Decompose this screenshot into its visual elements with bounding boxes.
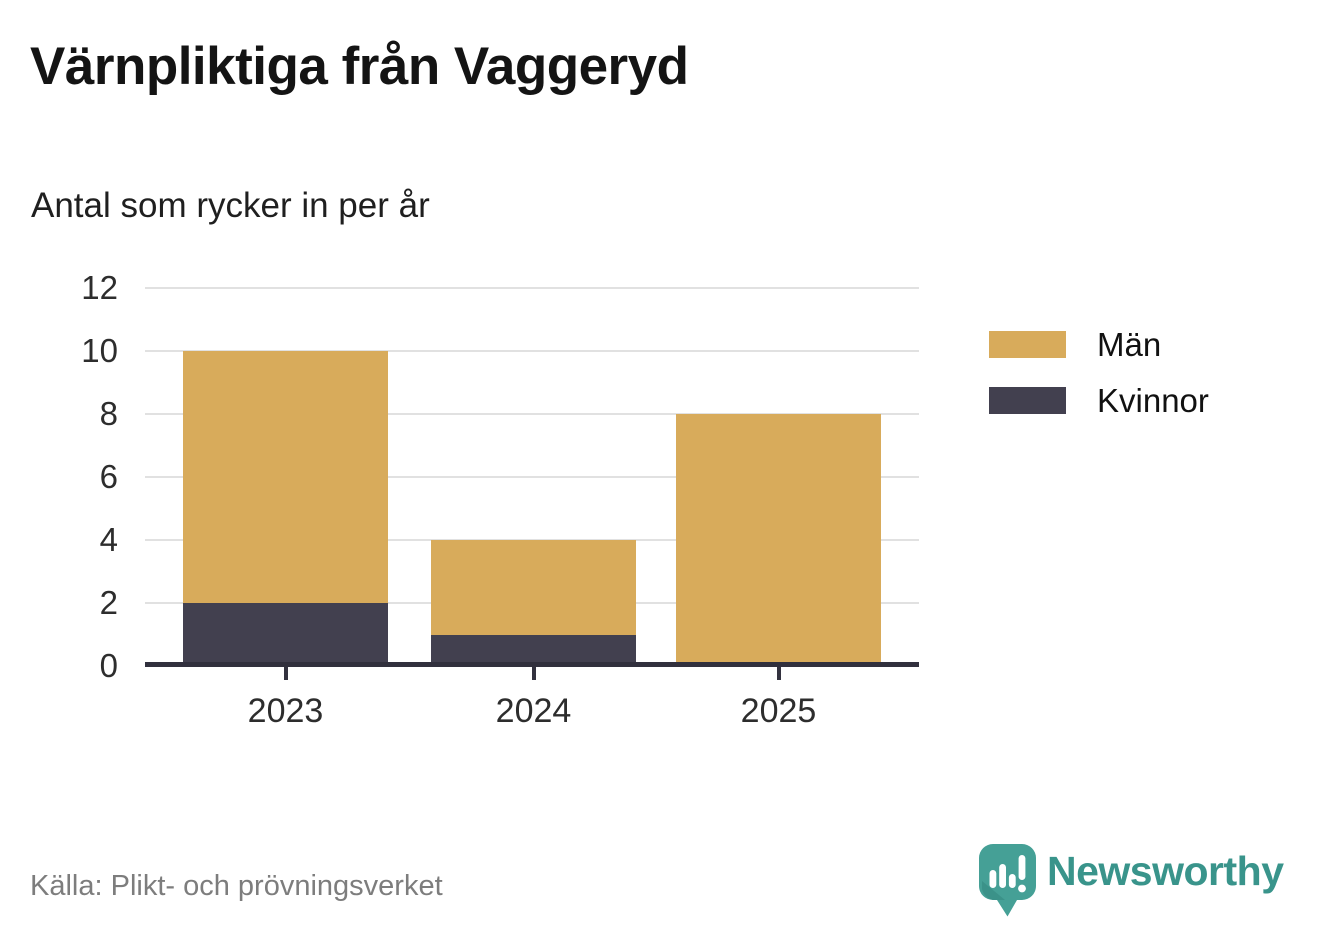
gridline-y-6 (145, 476, 919, 478)
x-tick-label-2024: 2024 (495, 692, 572, 730)
y-tick-label-10: 10 (81, 332, 118, 369)
newsworthy-logo-icon (979, 844, 1036, 917)
legend-item-kvinnor: Kvinnor (989, 382, 1209, 419)
x-tick-label-2023: 2023 (247, 692, 324, 730)
y-tick-label-12: 12 (81, 269, 118, 306)
legend-label-män: Män (1097, 325, 1162, 363)
y-tick-label-0: 0 (99, 647, 118, 684)
bar-segment-män-2024 (431, 540, 636, 635)
x-tick-2023 (283, 667, 288, 680)
bar-segment-kvinnor-2023 (183, 603, 388, 666)
legend-label-kvinnor: Kvinnor (1097, 381, 1209, 419)
legend-swatch-kvinnor (989, 387, 1066, 414)
bar-segment-män-2023 (183, 351, 388, 603)
plot-area (145, 287, 919, 680)
legend-swatch-män (989, 331, 1066, 358)
bar-segment-kvinnor-2024 (431, 634, 636, 666)
y-tick-label-8: 8 (99, 395, 118, 432)
chart-subtitle: Antal som rycker in per år (31, 186, 430, 225)
x-tick-2025 (776, 667, 781, 680)
source-note: Källa: Plikt- och prövningsverket (30, 870, 443, 902)
y-tick-label-4: 4 (99, 521, 118, 558)
gridline-y-10 (145, 350, 919, 352)
legend: Män Kvinnor (989, 326, 1209, 443)
brand-logo: Newsworthy (978, 843, 1284, 922)
gridline-y-8 (145, 413, 919, 415)
bar-segment-män-2025 (676, 414, 881, 666)
y-tick-label-6: 6 (99, 458, 118, 495)
x-tick-label-2025: 2025 (740, 692, 817, 730)
x-axis-line (145, 662, 919, 667)
legend-item-män: Män (989, 326, 1209, 363)
brand-name: Newsworthy (1047, 848, 1284, 894)
y-tick-label-2: 2 (99, 584, 118, 621)
gridline-y-12 (145, 287, 919, 289)
x-tick-2024 (531, 667, 536, 680)
page-title: Värnpliktiga från Vaggeryd (30, 37, 689, 96)
